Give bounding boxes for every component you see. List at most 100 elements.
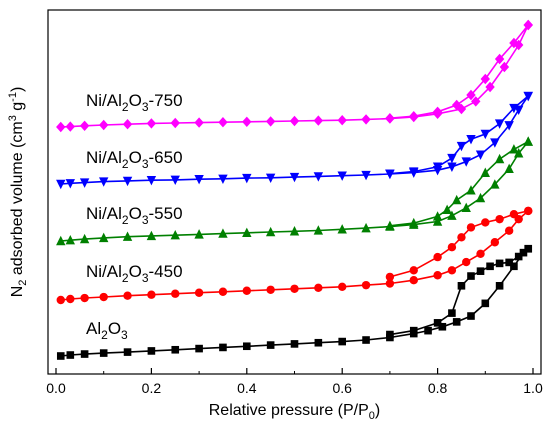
series-label-0-sub-0: 2 <box>122 100 129 114</box>
series-3-adsorption-point-21 <box>490 238 500 247</box>
series-0-adsorption-point-20 <box>485 81 495 93</box>
series-2-adsorption-point-23 <box>513 148 524 158</box>
series-0-desorption-point-5 <box>451 99 462 111</box>
series-4-adsorption-point-1 <box>66 351 75 359</box>
series-4-adsorption-point-21 <box>481 299 490 308</box>
series-2-adsorption-point-21 <box>490 179 500 189</box>
series-4-adsorption-point-17 <box>424 326 432 335</box>
series-3-adsorption-point-17 <box>433 271 442 280</box>
series-label-1-part-2: -650 <box>149 148 183 167</box>
series-2-desorption-point-0 <box>523 136 533 146</box>
series-0-adsorption-point-2 <box>79 120 90 131</box>
series-0-desorption-point-1 <box>509 37 519 49</box>
series-layer: Ni/Al2O3-750Ni/Al2O3-650Ni/Al2O3-550Ni/A… <box>56 19 533 360</box>
series-2-desorption-line <box>389 140 529 227</box>
series-0-adsorption-line <box>60 24 529 128</box>
series-0-desorption-point-0 <box>523 19 533 31</box>
series-1-adsorption-point-0 <box>56 179 66 190</box>
y-axis-title-sub: 2 <box>17 280 29 286</box>
series-3-adsorption-point-14 <box>361 280 371 290</box>
series-label-4-part-1: O <box>108 319 121 338</box>
series-4-adsorption-point-0 <box>56 352 65 360</box>
series-3-adsorption-point-4 <box>123 291 132 300</box>
series-2-adsorption-point-4 <box>122 231 133 241</box>
series-3-desorption-point-3 <box>481 218 490 227</box>
series-2-desorption-point-4 <box>466 185 476 195</box>
series-label-1-part-0: Ni/Al <box>86 148 122 167</box>
series-label-0-sub-1: 3 <box>142 100 149 114</box>
series-4-adsorption-point-7 <box>195 344 203 353</box>
plot-frame <box>47 9 542 375</box>
series-4-adsorption-point-6 <box>171 345 180 354</box>
series-3-adsorption-point-11 <box>290 284 299 293</box>
series-label-3-sub-1: 3 <box>142 271 149 285</box>
series-3-desorption-point-2 <box>495 214 504 224</box>
series-0-adsorption-point-19 <box>471 96 481 107</box>
series-label-3: Ni/Al2O3-450 <box>86 262 183 285</box>
series-2-adsorption-point-3 <box>99 232 109 243</box>
x-tick-label-4: 0.8 <box>428 380 448 396</box>
series-4-adsorption-point-11 <box>290 340 299 348</box>
series-0-adsorption-point-14 <box>361 114 371 125</box>
series-2-desorption-point-8 <box>409 217 419 228</box>
series-0-adsorption-point-21 <box>499 61 510 73</box>
series-1-adsorption-point-11 <box>289 172 300 183</box>
series-3-adsorption-point-10 <box>266 285 275 294</box>
series-2-desorption-point-3 <box>480 167 490 177</box>
series-4-adsorption-point-2 <box>80 350 89 358</box>
series-label-4-sub-0: 2 <box>101 328 108 342</box>
series-4-adsorption-point-9 <box>243 342 251 351</box>
series-0-desorption-point-8 <box>385 113 395 124</box>
series-2-adsorption-point-7 <box>194 229 204 239</box>
series-3-adsorption-point-7 <box>194 288 204 297</box>
series-0-adsorption-point-3 <box>99 119 109 131</box>
series-1-desorption-point-6 <box>447 153 457 164</box>
series-2-adsorption-point-0 <box>56 235 66 246</box>
series-1-adsorption-point-10 <box>265 173 276 183</box>
series-3-desorption-point-8 <box>409 266 418 275</box>
series-3-adsorption-point-16 <box>409 276 418 285</box>
series-0-desorption-point-2 <box>494 53 505 65</box>
series-0-adsorption-point-5 <box>146 118 157 129</box>
series-0-desorption-point-4 <box>466 89 476 101</box>
series-label-2-part-0: Ni/Al <box>86 204 122 223</box>
series-label-1-sub-1: 3 <box>142 157 149 171</box>
series-1-adsorption-point-18 <box>447 162 457 172</box>
series-1-adsorption-point-9 <box>242 173 252 184</box>
series-2-adsorption-point-10 <box>265 226 276 237</box>
series-label-3-sub-0: 2 <box>122 271 129 285</box>
series-3-desorption-line <box>389 210 529 278</box>
series-2-adsorption-point-22 <box>504 163 514 174</box>
series-1-desorption-point-5 <box>456 141 467 152</box>
series-1-desorption-point-7 <box>432 162 443 172</box>
y-axis-title-mid: adsorbed volume (cm <box>9 121 26 279</box>
series-3-adsorption-point-1 <box>66 294 75 304</box>
series-0-adsorption-point-7 <box>194 117 204 128</box>
series-2-adsorption-point-12 <box>313 225 324 235</box>
series-label-4-sub-1: 3 <box>121 328 128 342</box>
series-0-adsorption-point-13 <box>337 115 347 126</box>
series-label-2-part-2: -550 <box>149 204 183 223</box>
series-label-3-part-2: -450 <box>149 262 183 281</box>
series-1-desorption-point-2 <box>494 119 505 129</box>
series-4-desorption-point-9 <box>433 319 442 327</box>
series-2-adsorption-point-6 <box>170 229 180 240</box>
series-2-desorption-point-6 <box>442 204 452 214</box>
series-1-adsorption-point-4 <box>122 176 133 187</box>
series-1-adsorption-point-14 <box>361 170 371 181</box>
series-3-adsorption-point-15 <box>385 279 395 288</box>
series-4-desorption-point-10 <box>409 326 418 335</box>
series-1 <box>56 91 533 190</box>
series-3-desorption-point-9 <box>385 272 395 282</box>
series-3-adsorption-point-12 <box>314 283 323 292</box>
series-4-adsorption-point-8 <box>219 343 227 352</box>
series-2-adsorption-point-17 <box>432 216 443 226</box>
series-4-adsorption-point-23 <box>510 262 518 271</box>
series-0-adsorption-point-10 <box>265 116 276 127</box>
series-3-desorption-point-4 <box>466 223 476 232</box>
series-2-desorption-point-2 <box>494 153 505 164</box>
series-4-desorption-point-6 <box>467 272 475 280</box>
series-0 <box>56 19 533 133</box>
series-2-adsorption-point-18 <box>447 210 457 220</box>
series-4-adsorption-point-4 <box>123 348 132 356</box>
